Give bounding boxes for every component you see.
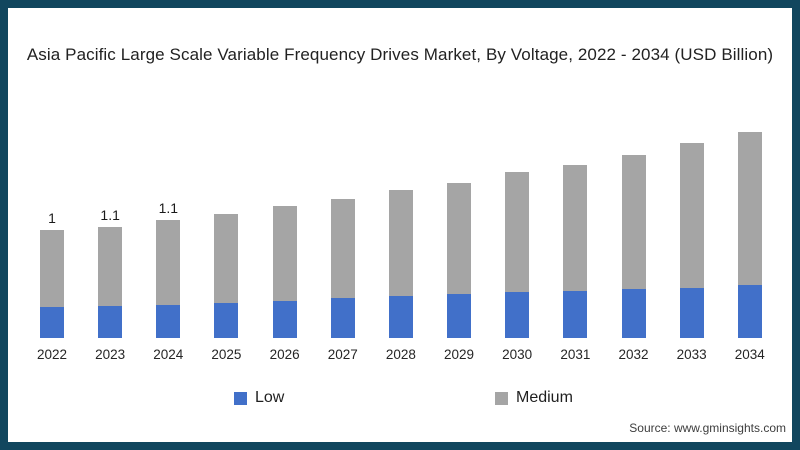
bar-2022 xyxy=(40,229,64,338)
bar-segment-low xyxy=(447,294,472,338)
bar-segment-low xyxy=(214,302,239,338)
bar-2026 xyxy=(272,206,297,338)
bar-segment-medium xyxy=(214,213,239,303)
bar-segment-low xyxy=(98,305,123,338)
bar-segment-medium xyxy=(737,131,762,285)
bar-2033 xyxy=(679,143,704,338)
bar-segment-medium xyxy=(272,206,297,301)
x-axis-tick-label: 2025 xyxy=(211,347,242,362)
bar-2024 xyxy=(156,220,181,338)
source-attribution: Source: www.gminsights.com xyxy=(629,421,786,435)
bar-2030 xyxy=(505,172,530,338)
x-axis-tick-label: 2022 xyxy=(36,347,68,362)
bar-2023 xyxy=(98,226,123,338)
x-axis-tick-label: 2026 xyxy=(269,347,300,362)
legend-swatch-medium xyxy=(495,391,508,405)
legend-item-low: Low xyxy=(234,389,284,407)
x-axis-tick-label: 2033 xyxy=(676,347,707,362)
x-axis-tick-label: 2030 xyxy=(502,347,533,362)
bar-segment-medium xyxy=(505,172,530,292)
bar-2029 xyxy=(447,182,472,338)
bar-segment-medium xyxy=(679,143,704,288)
bar-segment-low xyxy=(156,304,181,338)
x-axis-tick-label: 2027 xyxy=(327,347,358,362)
bar-segment-low xyxy=(679,287,704,338)
bar-segment-low xyxy=(505,291,530,338)
bar-segment-medium xyxy=(563,164,588,291)
bar-value-label: 1.1 xyxy=(158,200,179,217)
bar-segment-low xyxy=(272,300,297,338)
bar-2028 xyxy=(388,190,413,338)
bar-2025 xyxy=(214,213,239,338)
bar-segment-low xyxy=(563,290,588,338)
legend-swatch-low xyxy=(234,391,247,405)
bar-value-label: 1.1 xyxy=(100,206,120,223)
x-axis-tick-label: 2031 xyxy=(560,347,591,362)
bar-segment-low xyxy=(737,284,762,338)
legend-label-low: Low xyxy=(255,389,285,406)
legend-item-medium: Medium xyxy=(495,389,573,407)
x-axis-tick-label: 2032 xyxy=(618,347,649,362)
x-axis-tick-label: 2028 xyxy=(385,347,416,362)
bar-2027 xyxy=(330,198,355,338)
x-axis-tick-label: 2029 xyxy=(444,347,475,362)
bar-segment-medium xyxy=(447,182,472,295)
legend-label-medium: Medium xyxy=(516,389,573,406)
bar-segment-low xyxy=(388,296,413,338)
bar-segment-medium xyxy=(621,155,646,289)
bar-2032 xyxy=(621,155,646,338)
bar-segment-low xyxy=(40,306,64,338)
bar-segment-medium xyxy=(330,198,355,299)
bar-segment-medium xyxy=(156,220,181,305)
bar-2031 xyxy=(563,164,588,338)
bar-2034 xyxy=(737,131,762,338)
x-axis-tick-label: 2024 xyxy=(153,347,184,362)
x-axis-tick-label: 2034 xyxy=(734,347,765,362)
bar-segment-low xyxy=(621,288,646,338)
chart-title: Asia Pacific Large Scale Variable Freque… xyxy=(26,45,774,64)
bar-value-label: 1 xyxy=(48,209,56,226)
bar-segment-medium xyxy=(388,190,413,297)
bar-segment-medium xyxy=(40,229,64,307)
bar-segment-low xyxy=(330,298,355,338)
x-axis-tick-label: 2023 xyxy=(95,347,126,362)
bar-segment-medium xyxy=(98,226,123,306)
